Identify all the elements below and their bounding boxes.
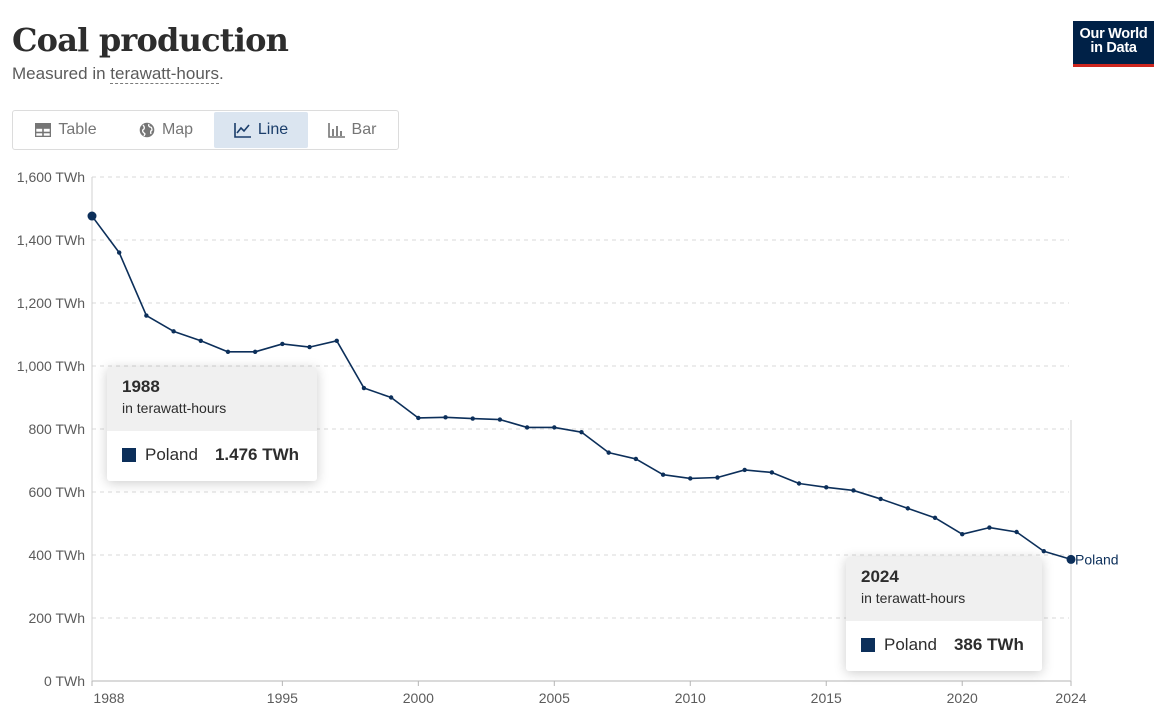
data-point [742, 467, 747, 473]
data-point [416, 415, 421, 421]
data-point [688, 476, 693, 481]
y-tick-label: 400 TWh [28, 547, 85, 563]
tooltip-unit: in terawatt-hours [122, 400, 227, 416]
y-tick-label: 0 TWh [44, 673, 85, 689]
logo-line-2: in Data [1090, 40, 1137, 56]
tab-table[interactable]: Table [14, 112, 118, 148]
tooltip-year: 2024 [861, 567, 899, 586]
tooltip-unit: in terawatt-hours [861, 590, 966, 606]
y-tick-label: 1,200 TWh [17, 295, 85, 311]
data-point [524, 425, 530, 430]
tab-line-label: Line [257, 121, 289, 138]
data-point [198, 338, 203, 343]
tooltip-entity: Poland [145, 445, 198, 464]
tooltip-row: Poland 386 TWh [846, 621, 1042, 669]
data-point [824, 485, 829, 490]
tab-bar-label: Bar [351, 121, 377, 138]
subtitle-prefix: Measured in [12, 64, 111, 83]
tooltip-2024: 2024 in terawatt-hours Poland 386 TWh [846, 557, 1042, 671]
data-point [388, 395, 394, 400]
data-point [334, 338, 339, 343]
unit-link[interactable]: terawatt-hours [110, 64, 219, 84]
y-tick-label: 1,600 TWh [17, 169, 85, 185]
x-tick-label: 2020 [947, 690, 978, 706]
x-tick-label: 2010 [675, 690, 706, 706]
data-point [171, 329, 176, 334]
tooltip-entity: Poland [884, 635, 937, 654]
data-point [769, 470, 775, 475]
data-point [443, 415, 448, 420]
tab-map[interactable]: Map [118, 112, 214, 148]
data-point [1014, 529, 1019, 535]
data-point [579, 429, 584, 435]
data-point [116, 250, 122, 255]
data-point [144, 313, 149, 318]
data-point [851, 488, 856, 493]
data-point [361, 385, 367, 391]
data-point [280, 341, 285, 347]
data-point [715, 475, 720, 480]
data-point [552, 425, 557, 430]
series-color-swatch [122, 448, 136, 462]
data-point [633, 456, 639, 462]
x-tick-label: 2024 [1055, 690, 1086, 706]
tooltip-value: 1.476 TWh [214, 445, 300, 464]
x-tick-label: 1995 [267, 690, 298, 706]
data-point [225, 349, 231, 355]
y-tick-label: 200 TWh [28, 610, 85, 626]
data-point [470, 416, 475, 421]
data-point [960, 532, 965, 537]
tab-line[interactable]: Line [214, 112, 308, 148]
subtitle: Measured in terawatt-hours. [12, 63, 288, 85]
owid-logo[interactable]: Our World in Data [1073, 21, 1154, 67]
table-icon [35, 123, 52, 137]
subtitle-suffix: . [218, 64, 224, 83]
x-tick-label: 1988 [93, 690, 124, 706]
tab-bar[interactable]: Bar [308, 112, 396, 148]
data-point [497, 417, 503, 422]
data-point [796, 481, 802, 486]
x-tick-label: 2015 [811, 690, 842, 706]
tooltip-1988: 1988 in terawatt-hours Poland 1.476 TWh [107, 367, 317, 481]
line-chart-icon [234, 122, 251, 138]
tab-map-label: Map [161, 121, 194, 138]
logo-line-1: Our World [1079, 26, 1148, 42]
page-title: Coal production [12, 21, 289, 59]
y-tick-label: 1,400 TWh [17, 232, 85, 248]
y-tick-label: 600 TWh [28, 484, 85, 500]
data-point [307, 344, 312, 350]
tooltip-header: 1988 in terawatt-hours [107, 367, 317, 431]
tooltip-row: Poland 1.476 TWh [107, 431, 317, 479]
data-point [606, 450, 611, 455]
data-point [932, 515, 938, 521]
data-point [87, 211, 97, 221]
globe-icon [139, 122, 155, 138]
data-point [878, 496, 883, 502]
y-tick-label: 800 TWh [28, 421, 85, 437]
data-point [1041, 549, 1047, 554]
bar-chart-icon [327, 122, 345, 138]
data-point [252, 349, 258, 355]
y-tick-label: 1,000 TWh [17, 358, 85, 374]
chart-type-tabs: Table Map Line Bar [12, 110, 399, 150]
data-point [905, 506, 911, 511]
tooltip-year: 1988 [122, 377, 160, 396]
data-point [660, 472, 666, 477]
tooltip-value: 386 TWh [953, 635, 1024, 654]
series-color-swatch [861, 638, 875, 652]
x-tick-label: 2000 [403, 690, 434, 706]
x-tick-label: 2005 [539, 690, 570, 706]
tooltip-header: 2024 in terawatt-hours [846, 557, 1042, 621]
tab-table-label: Table [58, 121, 97, 138]
data-point [1066, 554, 1076, 564]
data-point [987, 525, 992, 530]
series-label: Poland [1075, 551, 1119, 567]
chart-header: Coal production Measured in terawatt-hou… [12, 20, 289, 85]
